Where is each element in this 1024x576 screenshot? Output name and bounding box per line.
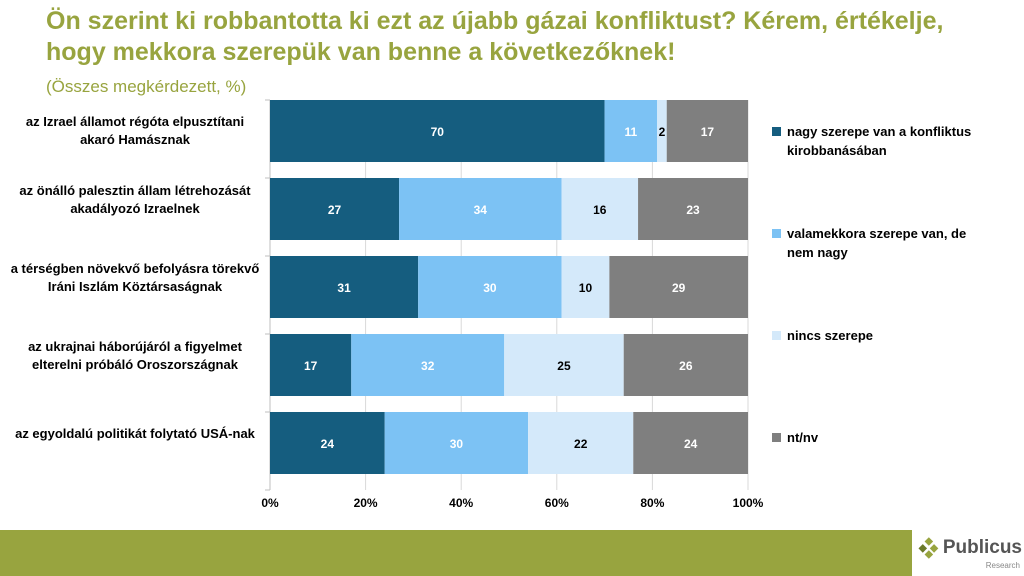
logo-sub: Research xyxy=(985,561,1020,570)
data-label: 17 xyxy=(701,125,715,139)
legend-item: nt/nv xyxy=(772,428,992,447)
bar-segment xyxy=(666,100,748,162)
data-label: 30 xyxy=(483,281,497,295)
data-label: 2 xyxy=(659,125,666,139)
bar-segment xyxy=(638,178,748,240)
x-tick-label: 100% xyxy=(733,496,764,510)
data-label: 24 xyxy=(321,437,335,451)
chart-subtitle: (Összes megkérdezett, %) xyxy=(46,77,247,96)
bar-segment xyxy=(504,334,624,396)
bar-segment xyxy=(623,334,748,396)
footer-band xyxy=(0,530,912,576)
bar-segment xyxy=(351,334,505,396)
bar-segment xyxy=(561,256,610,318)
bar-segment xyxy=(609,256,748,318)
publicus-logo: Publicus Research xyxy=(918,536,1022,574)
category-label: a térségben növekvő befolyásra törekvő I… xyxy=(10,261,260,294)
legend-label: nt/nv xyxy=(787,430,819,445)
data-label: 34 xyxy=(474,203,488,217)
logo-diamond-icon xyxy=(918,537,939,559)
bar-segment xyxy=(604,100,658,162)
data-label: 16 xyxy=(593,203,607,217)
legend-label: nagy szerepe van a konfliktus kirobbanás… xyxy=(787,124,972,158)
bar-segment xyxy=(528,412,634,474)
bar-segment xyxy=(561,178,639,240)
data-label: 32 xyxy=(421,359,435,373)
data-label: 29 xyxy=(672,281,686,295)
legend-swatch xyxy=(772,127,781,136)
bar-chart: 0% 20% 40% 60% 80% 100% 70 11 2 17 27 34 16 23 31 30 10 2… xyxy=(261,99,764,510)
x-tick-label: 20% xyxy=(354,496,378,510)
category-label: az egyoldalú politikát folytató USÁ-nak xyxy=(15,426,255,441)
x-tick-label: 40% xyxy=(449,496,473,510)
bar-segment xyxy=(270,100,605,162)
legend-item: valamekkora szerepe van, de nem nagy xyxy=(772,224,992,262)
data-label: 26 xyxy=(679,359,693,373)
data-label: 31 xyxy=(337,281,351,295)
category-label: az ukrajnai háborújáról a figyelmet elte… xyxy=(28,339,242,372)
bar-segment xyxy=(633,412,748,474)
bar-segment xyxy=(270,178,400,240)
data-label: 10 xyxy=(579,281,593,295)
data-label: 70 xyxy=(431,125,445,139)
x-tick-label: 80% xyxy=(640,496,664,510)
legend-swatch xyxy=(772,433,781,442)
bar-segment xyxy=(270,412,385,474)
category-label: az önálló palesztin állam létrehozását a… xyxy=(19,183,251,216)
bar-segment xyxy=(270,256,419,318)
legend-item: nincs szerepe xyxy=(772,326,992,345)
data-label: 11 xyxy=(625,125,638,139)
chart-title: Ön szerint ki robbantotta ki ezt az újab… xyxy=(46,7,944,66)
x-tick-label: 60% xyxy=(545,496,569,510)
bar-segment xyxy=(399,178,562,240)
x-tick-label: 0% xyxy=(261,496,279,510)
data-label: 25 xyxy=(557,359,571,373)
legend-swatch xyxy=(772,331,781,340)
data-label: 27 xyxy=(328,203,342,217)
bar-segment xyxy=(270,334,352,396)
bar-segment xyxy=(418,256,562,318)
bar-segment xyxy=(657,100,667,162)
data-label: 24 xyxy=(684,437,698,451)
legend-item: nagy szerepe van a konfliktus kirobbanás… xyxy=(772,122,992,160)
data-label: 22 xyxy=(574,437,588,451)
legend-swatch xyxy=(772,229,781,238)
data-label: 17 xyxy=(304,359,318,373)
data-label: 30 xyxy=(450,437,464,451)
legend-label: nincs szerepe xyxy=(787,328,873,343)
legend-label: valamekkora szerepe van, de nem nagy xyxy=(787,226,967,260)
category-label: az Izrael államot régóta elpusztítani ak… xyxy=(25,114,245,147)
data-label: 23 xyxy=(686,203,700,217)
bar-segment xyxy=(384,412,529,474)
logo-name: Publicus xyxy=(942,537,1022,558)
